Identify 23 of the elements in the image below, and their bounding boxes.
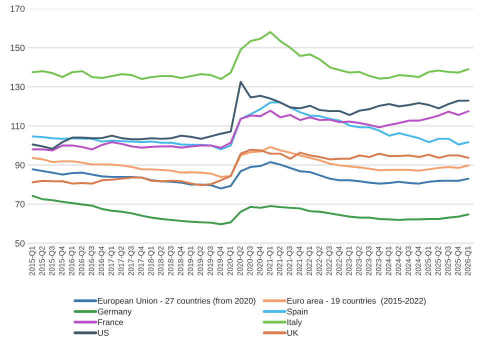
y-tick-label: 130 bbox=[10, 84, 25, 90]
line-series bbox=[32, 146, 470, 178]
y-tick-label: 150 bbox=[10, 44, 25, 52]
line-series bbox=[32, 80, 470, 150]
y-tick-label: 70 bbox=[15, 201, 25, 208]
legend-label: UK bbox=[287, 330, 298, 336]
line-series bbox=[32, 31, 470, 80]
line-series bbox=[32, 194, 470, 226]
legend-label: France bbox=[98, 319, 124, 326]
legend-label: Spain bbox=[287, 308, 308, 316]
line-series bbox=[32, 110, 470, 152]
y-tick-label: 90 bbox=[15, 162, 25, 168]
legend-label: Euro area - 19 countries (2015-2022) bbox=[287, 298, 426, 306]
legend-label: European Union - 27 countries (from 2020) bbox=[98, 298, 256, 306]
line-series bbox=[32, 148, 470, 186]
legend-label: Italy bbox=[287, 319, 302, 327]
line-series bbox=[32, 161, 470, 190]
y-tick-label: 50 bbox=[15, 240, 25, 247]
y-tick-label: 170 bbox=[10, 6, 25, 12]
legend-label: Germany bbox=[98, 308, 132, 316]
legend-label: US bbox=[98, 330, 109, 336]
y-tick-label: 110 bbox=[11, 122, 25, 130]
line-series bbox=[32, 101, 470, 150]
